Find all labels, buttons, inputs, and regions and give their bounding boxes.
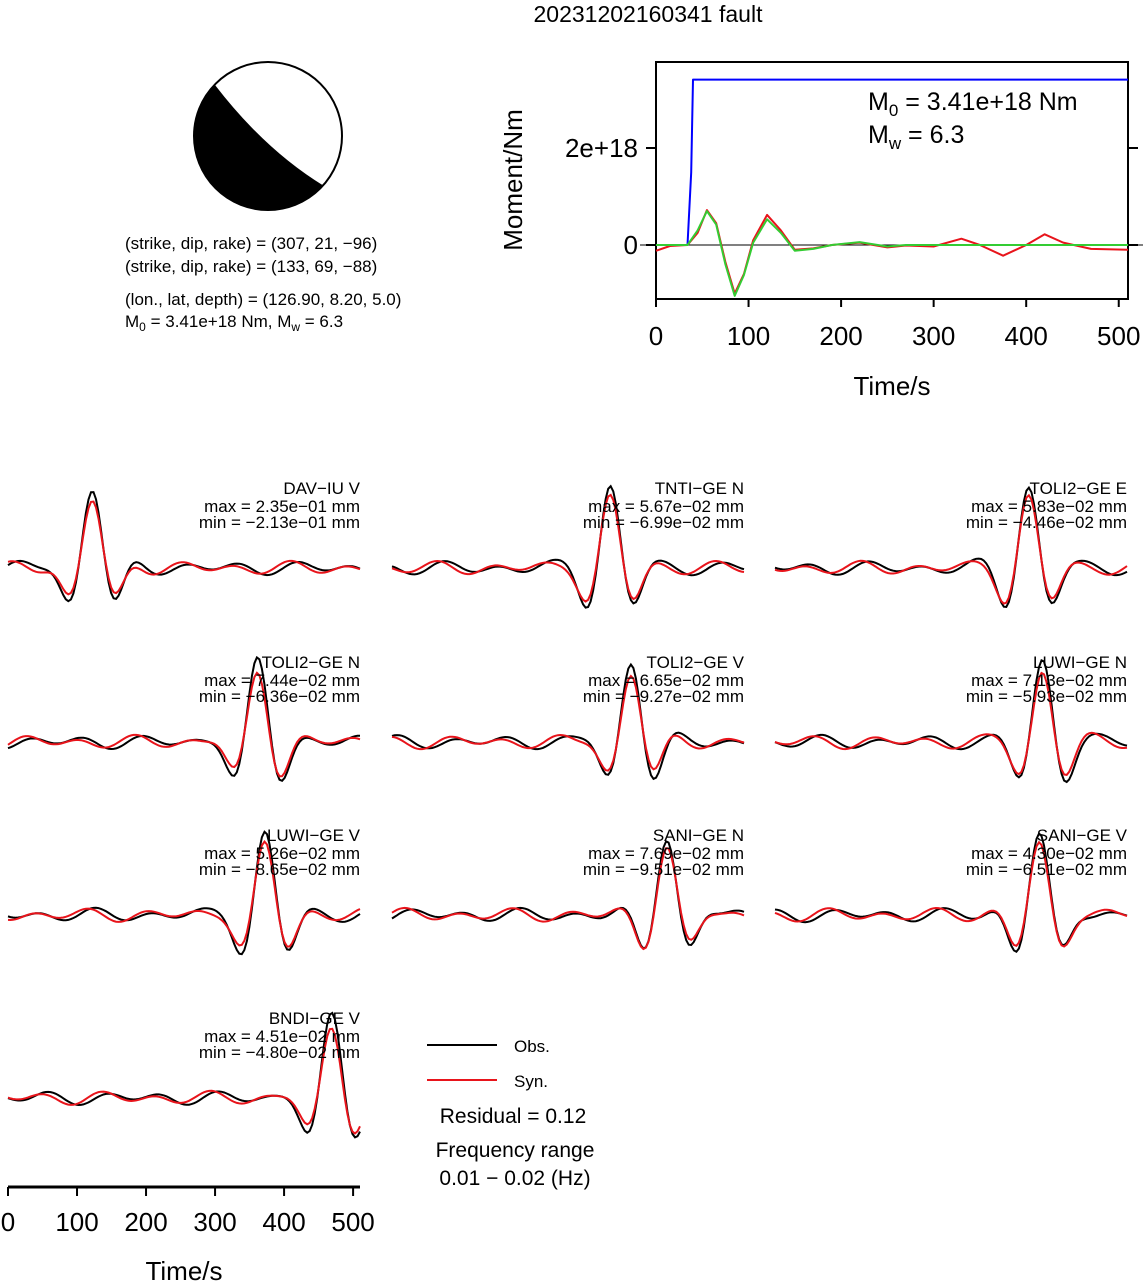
moment-axes: 0 100 200 300 400 500 0 2e+18 — [565, 133, 1140, 351]
moment-ylabel: Moment/Nm — [498, 109, 528, 251]
station-min: min = −8.65e−02 mm — [199, 860, 360, 879]
figure-title: 20231202160341 fault — [534, 1, 764, 27]
waveform-time-axis: Time/s 0 100 200 300 400 500 — [1, 1185, 375, 1283]
station-min: min = −6.99e−02 mm — [583, 513, 744, 532]
station-min: min = −9.27e−02 mm — [583, 687, 744, 706]
station-max: max = 2.35e−01 mm — [204, 497, 360, 516]
mechanism-moment-line: M0 = 3.41e+18 Nm, Mw = 6.3 — [125, 312, 343, 334]
station-name: SANI−GE V — [1037, 826, 1128, 845]
station-max: max = 5.67e−02 mm — [588, 497, 744, 516]
station-name: TOLI2−GE N — [262, 653, 360, 672]
synthetic-waveform — [391, 674, 745, 772]
station-min: min = −6.36e−02 mm — [199, 687, 360, 706]
observed-waveform — [774, 659, 1128, 784]
moment-xlabel: Time/s — [853, 371, 930, 401]
waveform-xtick-label: 0 — [1, 1207, 15, 1237]
station-name: LUWI−GE N — [1033, 653, 1127, 672]
station-max: max = 4.51e−02 mm — [204, 1027, 360, 1046]
synthetic-waveform — [774, 840, 1128, 948]
synthetic-waveform — [7, 671, 361, 778]
moment-xtick-label: 500 — [1097, 321, 1140, 351]
synthetic-waveform — [7, 500, 361, 596]
moment-xtick-label: 300 — [912, 321, 955, 351]
station-max: max = 5.83e−02 mm — [971, 497, 1127, 516]
mechanism-line-3: (lon., lat, depth) = (126.90, 8.20, 5.0) — [125, 290, 401, 309]
moment-xtick-label: 0 — [649, 321, 663, 351]
waveform-xtick-label: 200 — [124, 1207, 167, 1237]
station-min: min = −9.51e−02 mm — [583, 860, 744, 879]
waveform-xtick-label: 400 — [262, 1207, 305, 1237]
station-min: min = −2.13e−01 mm — [199, 513, 360, 532]
moment-rate-observed-line — [655, 209, 1129, 295]
station-name: TOLI2−GE V — [647, 653, 745, 672]
station-max: max = 5.26e−02 mm — [204, 844, 360, 863]
station-name: TNTI−GE N — [655, 479, 744, 498]
waveform-xtick-label: 300 — [193, 1207, 236, 1237]
station-min: min = −5.93e−02 mm — [966, 687, 1127, 706]
station-name: BNDI−GE V — [269, 1009, 361, 1028]
station-max: max = 7.13e−02 mm — [971, 671, 1127, 690]
focal-mechanism-beachball — [193, 61, 344, 211]
station-name: DAV−IU V — [283, 479, 360, 498]
legend-syn-label: Syn. — [514, 1072, 548, 1091]
legend-obs-label: Obs. — [514, 1037, 550, 1056]
synthetic-waveform — [7, 1027, 361, 1135]
station-name: SANI−GE N — [653, 826, 744, 845]
frequency-value: 0.01 − 0.02 (Hz) — [439, 1167, 590, 1190]
synthetic-waveform — [7, 839, 361, 948]
moment-xtick-label: 400 — [1005, 321, 1048, 351]
waveform-xtick-label: 500 — [331, 1207, 374, 1237]
moment-mw-label: Mw = 6.3 — [868, 121, 964, 153]
station-max: max = 7.69e−02 mm — [588, 844, 744, 863]
moment-xtick-label: 100 — [727, 321, 770, 351]
waveform-xtick-label: 100 — [55, 1207, 98, 1237]
station-name: TOLI2−GE E — [1030, 479, 1127, 498]
mechanism-line-2: (strike, dip, rake) = (133, 69, −88) — [125, 257, 377, 276]
station-max: max = 7.44e−02 mm — [204, 671, 360, 690]
legend: Obs. Syn. Residual = 0.12 Frequency rang… — [427, 1037, 594, 1190]
moment-m0-label: M0 = 3.41e+18 Nm — [868, 88, 1078, 120]
moment-ytick-label: 0 — [624, 230, 638, 260]
moment-rate-fit-line — [656, 210, 1128, 297]
station-name: LUWI−GE V — [267, 826, 361, 845]
station-min: min = −4.46e−02 mm — [966, 513, 1127, 532]
station-min: min = −4.80e−02 mm — [199, 1043, 360, 1062]
station-min: min = −6.51e−02 mm — [966, 860, 1127, 879]
mechanism-line-1: (strike, dip, rake) = (307, 21, −96) — [125, 234, 377, 253]
moment-series — [655, 78, 1129, 297]
frequency-title: Frequency range — [436, 1139, 595, 1162]
synthetic-waveform — [774, 493, 1128, 605]
station-max: max = 4.30e−02 mm — [971, 844, 1127, 863]
moment-plot-frame — [655, 61, 1129, 300]
residual-label: Residual = 0.12 — [440, 1105, 587, 1128]
moment-xtick-label: 200 — [819, 321, 862, 351]
observed-waveform — [7, 491, 361, 603]
synthetic-waveform — [391, 493, 745, 603]
station-max: max = 6.65e−02 mm — [588, 671, 744, 690]
synthetic-waveform — [391, 847, 745, 951]
observed-waveform — [7, 1011, 361, 1139]
mechanism-text: (strike, dip, rake) = (307, 21, −96) (st… — [125, 234, 401, 334]
synthetic-waveform — [774, 671, 1128, 776]
waveform-xlabel: Time/s — [145, 1256, 222, 1283]
moment-ytick-label: 2e+18 — [565, 133, 638, 163]
